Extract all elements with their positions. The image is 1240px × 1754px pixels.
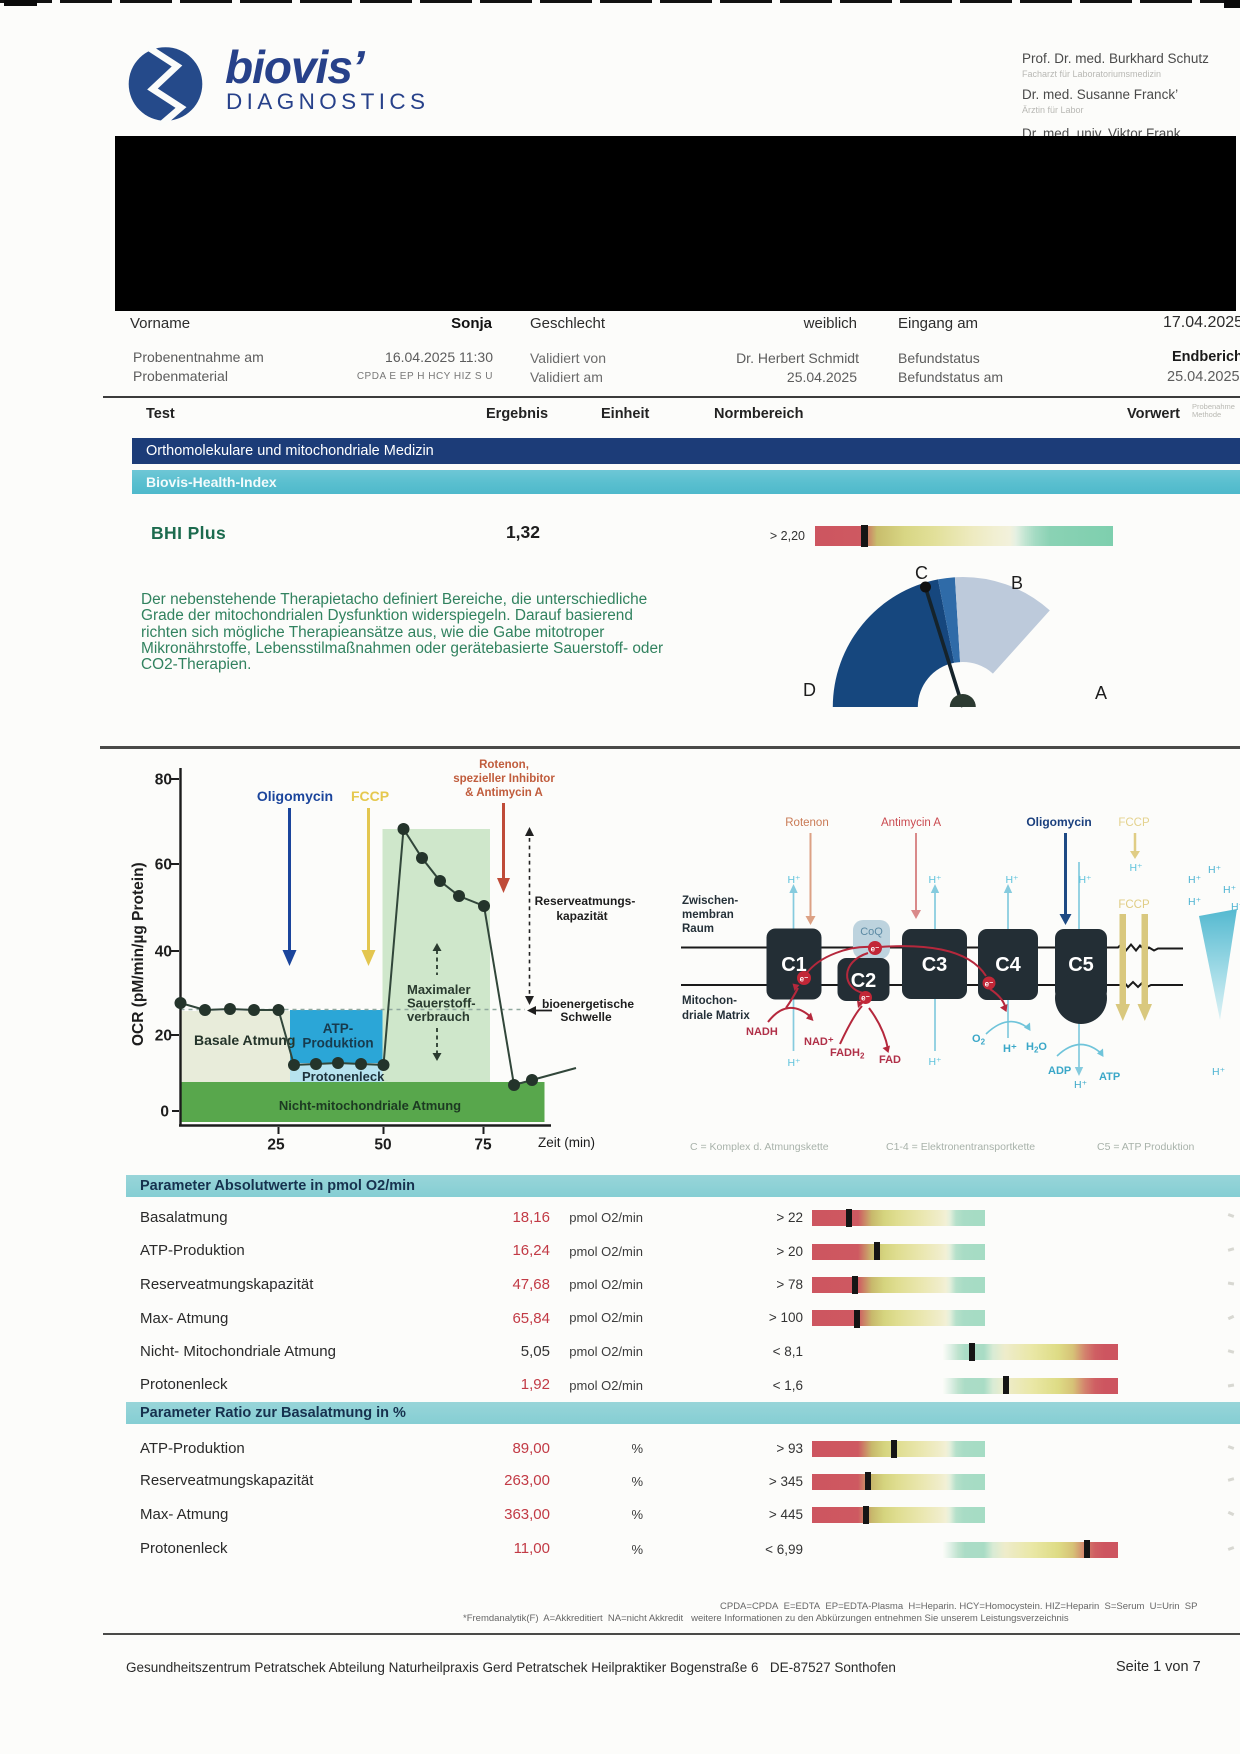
svg-text:75: 75 [474,1137,492,1154]
svg-text:driale Matrix: driale Matrix [682,1010,750,1022]
svg-text:Antimycin A: Antimycin A [881,817,941,829]
svg-text:FCCP: FCCP [1118,899,1150,911]
svg-text:kapazität: kapazität [556,909,607,923]
svg-text:C5: C5 [1068,954,1094,976]
svg-text:e⁻: e⁻ [985,980,994,989]
svg-text:H⁺: H⁺ [787,874,801,886]
svg-text:C: C [915,563,928,583]
svg-text:bioenergetische: bioenergetische [542,997,634,1011]
svg-text:OCR (pM/min/µg Protein): OCR (pM/min/µg Protein) [130,862,147,1046]
svg-text:A: A [1095,683,1107,703]
svg-text:O2: O2 [972,1033,986,1047]
svg-text:H⁺: H⁺ [1188,896,1202,908]
svg-text:H⁺: H⁺ [1212,1066,1226,1078]
svg-text:C1-4 = Elektronentransportkett: C1-4 = Elektronentransportkette [886,1141,1035,1153]
svg-text:ATP-: ATP- [323,1021,354,1036]
svg-text:Protonenleck: Protonenleck [302,1069,385,1084]
svg-text:25: 25 [267,1137,285,1154]
svg-text:e⁻: e⁻ [871,945,880,954]
svg-text:20: 20 [155,1027,172,1044]
svg-text:0: 0 [160,1103,169,1120]
svg-text:verbrauch: verbrauch [407,1009,470,1024]
svg-text:40: 40 [155,943,172,960]
svg-text:C1: C1 [781,954,807,976]
svg-text:Zeit (min): Zeit (min) [538,1135,595,1150]
svg-text:60: 60 [155,856,172,873]
svg-text:spezieller Inhibitor: spezieller Inhibitor [453,773,555,785]
svg-text:H⁺: H⁺ [1005,874,1019,886]
svg-text:H⁺: H⁺ [1223,884,1237,896]
svg-text:e⁻: e⁻ [861,994,870,1003]
svg-text:C4: C4 [995,954,1021,976]
svg-text:C3: C3 [922,954,948,976]
svg-text:& Antimycin A: & Antimycin A [465,787,543,799]
svg-text:H2O: H2O [1026,1041,1047,1055]
svg-text:Rotenon: Rotenon [785,817,828,829]
svg-text:Maximaler: Maximaler [407,982,471,997]
svg-text:Basale Atmung: Basale Atmung [194,1032,295,1048]
svg-text:membran: membran [682,909,734,921]
svg-text:Raum: Raum [682,923,714,935]
svg-text:H⁺: H⁺ [787,1057,801,1069]
svg-text:H⁺: H⁺ [1129,862,1143,874]
svg-text:FAD: FAD [879,1054,901,1066]
svg-text:D: D [803,680,816,700]
svg-text:FCCP: FCCP [1118,817,1150,829]
svg-text:50: 50 [374,1137,391,1154]
svg-text:Produktion: Produktion [302,1036,373,1051]
svg-text:Nicht-mitochondriale Atmung: Nicht-mitochondriale Atmung [279,1098,461,1113]
svg-text:NAD⁺: NAD⁺ [804,1036,834,1048]
svg-text:C = Komplex d. Atmungskette: C = Komplex d. Atmungskette [690,1141,829,1153]
svg-text:H⁺: H⁺ [1208,864,1222,876]
svg-text:C5 = ATP Produktion: C5 = ATP Produktion [1097,1141,1195,1153]
svg-text:Rotenon,: Rotenon, [479,759,529,771]
svg-text:Oligomycin: Oligomycin [1026,815,1091,829]
svg-text:B: B [1011,573,1023,593]
svg-text:H⁺: H⁺ [1231,901,1240,913]
svg-text:80: 80 [155,771,172,788]
svg-text:ATP: ATP [1099,1071,1120,1083]
svg-text:Mitochon-: Mitochon- [682,995,737,1007]
svg-text:C2: C2 [851,970,877,992]
svg-text:CoQ: CoQ [860,926,883,938]
svg-text:H⁺: H⁺ [928,874,942,886]
svg-text:Sauerstoff-: Sauerstoff- [407,996,476,1011]
svg-text:e⁻: e⁻ [800,975,809,984]
svg-text:Reserveatmungs-: Reserveatmungs- [535,894,636,908]
svg-text:NADH: NADH [746,1026,778,1038]
svg-text:FCCP: FCCP [351,788,389,804]
svg-text:ADP: ADP [1048,1065,1071,1077]
svg-text:Oligomycin: Oligomycin [257,788,333,804]
svg-text:H⁺: H⁺ [1078,874,1092,886]
svg-text:H⁺: H⁺ [928,1056,942,1068]
svg-text:FADH2: FADH2 [830,1047,865,1061]
svg-text:H⁺: H⁺ [1188,874,1202,886]
svg-text:Zwischen-: Zwischen- [682,895,738,907]
svg-text:H⁺: H⁺ [1003,1043,1017,1055]
svg-text:H⁺: H⁺ [1074,1079,1088,1091]
svg-text:Schwelle: Schwelle [560,1010,612,1024]
